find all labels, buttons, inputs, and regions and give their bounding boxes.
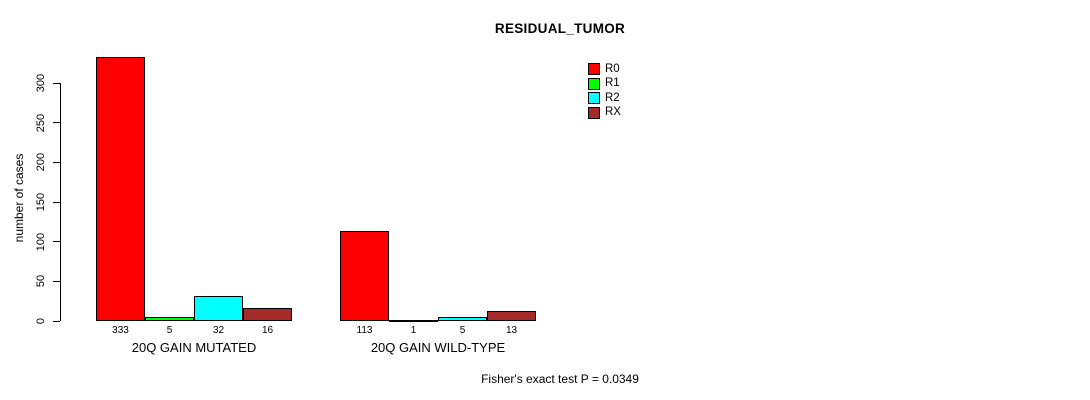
bar-rx-group1: [243, 308, 292, 321]
bar-value-label: 5: [459, 325, 466, 336]
bar-rx-group2: [487, 310, 536, 321]
y-tick-mark: [53, 161, 60, 163]
legend-entry-r1: R1: [588, 77, 621, 92]
legend-swatch-rx: [588, 106, 600, 119]
legend-entry-rx: RX: [588, 106, 621, 121]
y-tick-mark: [53, 320, 60, 322]
legend-label: RX: [605, 106, 621, 119]
y-tick-mark: [53, 122, 60, 124]
y-axis-line: [60, 83, 61, 321]
bar-value-label: 32: [212, 325, 225, 336]
y-tick-mark: [53, 82, 60, 84]
legend-label: R1: [605, 77, 620, 90]
y-tick-label: 100: [35, 232, 47, 251]
y-tick-label: 0: [35, 317, 47, 325]
caption-text: Fisher's exact test P = 0.0349: [481, 372, 639, 386]
group-label: 20Q GAIN MUTATED: [131, 340, 257, 355]
bar-r0-group1: [96, 56, 145, 321]
y-tick-mark: [53, 241, 60, 243]
legend-label: R2: [605, 91, 620, 104]
bar-r1-group1: [145, 317, 194, 321]
bar-value-label: 13: [505, 325, 518, 336]
bar-value-label: 16: [261, 325, 274, 336]
y-tick-label: 300: [35, 73, 47, 93]
bar-r1-group2: [389, 320, 438, 322]
y-tick-mark: [53, 280, 60, 282]
bar-value-label: 5: [166, 325, 173, 336]
legend-entry-r2: R2: [588, 91, 621, 106]
legend: R0 R1 R2 RX: [588, 62, 621, 120]
legend-swatch-r2: [588, 92, 600, 105]
bar-r2-group1: [194, 295, 243, 321]
y-axis-title: number of cases: [12, 153, 26, 243]
legend-entry-r0: R0: [588, 62, 621, 77]
group-label: 20Q GAIN WILD-TYPE: [370, 340, 506, 355]
bar-r2-group2: [438, 317, 487, 321]
y-tick-label: 200: [35, 153, 47, 172]
bar-value-label: 113: [356, 325, 373, 336]
y-tick-label: 250: [35, 113, 47, 132]
bar-r0-group2: [340, 231, 389, 321]
legend-swatch-r1: [588, 77, 600, 90]
bar-value-label: 1: [410, 325, 417, 336]
legend-label: R0: [605, 62, 620, 75]
bar-value-label: 333: [112, 325, 129, 336]
y-tick-label: 150: [35, 192, 47, 212]
y-tick-mark: [53, 201, 60, 203]
y-tick-label: 50: [35, 275, 47, 288]
chart-title: RESIDUAL_TUMOR: [494, 21, 626, 36]
legend-swatch-r0: [588, 63, 600, 76]
